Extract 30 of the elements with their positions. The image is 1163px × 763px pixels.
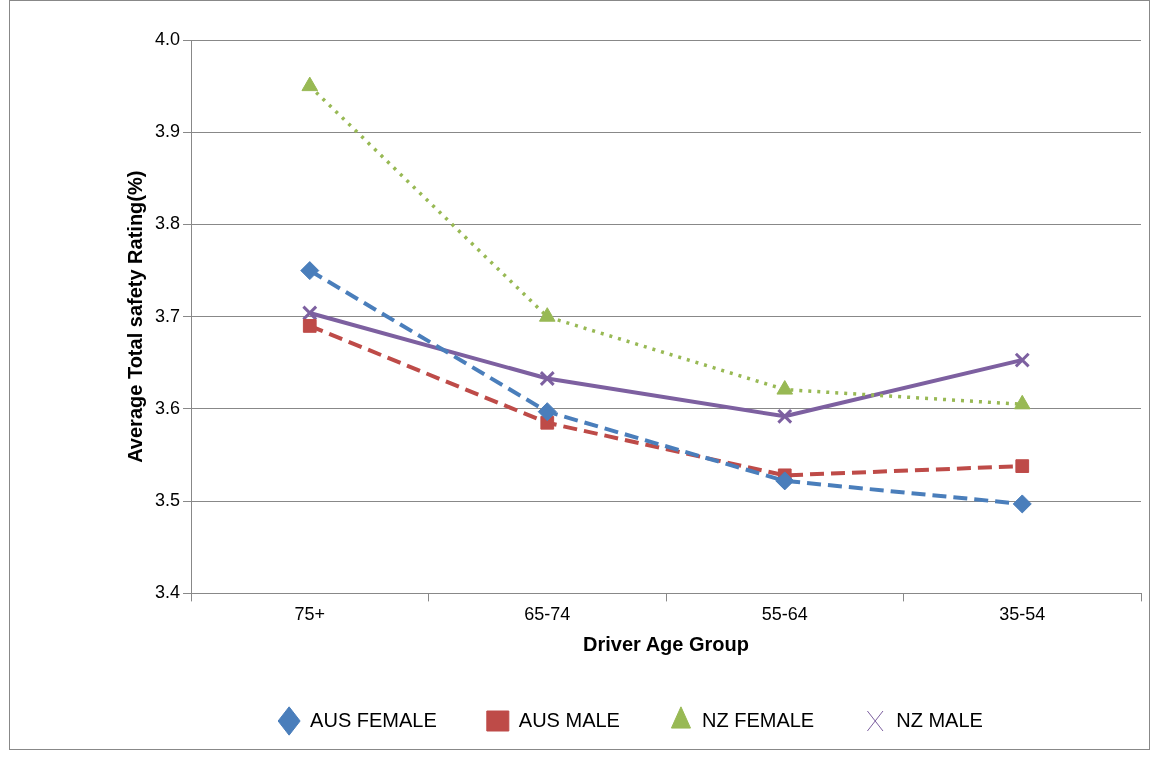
point [775, 471, 795, 491]
y-tick-label: 3.9 [154, 121, 181, 142]
point [538, 307, 556, 322]
y-axis-title: Average Total safety Rating(%) [123, 170, 146, 463]
point [302, 319, 317, 333]
y-tick-label: 4.0 [154, 28, 181, 49]
point [539, 370, 556, 387]
point [300, 261, 320, 281]
legend-label: AUS MALE [518, 708, 620, 731]
legend-label: NZ FEMALE [701, 708, 815, 731]
y-tick-label: 3.7 [154, 305, 181, 326]
x-axis-title: Driver Age Group [583, 632, 749, 655]
point [1012, 494, 1032, 514]
x-tick-label: 35-54 [999, 604, 1046, 625]
point [1014, 352, 1031, 368]
y-tick-label: 3.8 [154, 213, 181, 234]
y-tick-label: 3.6 [154, 397, 181, 418]
legend-label: NZ MALE [896, 708, 983, 731]
x-tick-label: 65-74 [524, 604, 571, 625]
x-tick-label: 55-64 [761, 604, 808, 625]
point [1015, 459, 1030, 473]
y-tick-label: 3.4 [154, 582, 181, 603]
y-tick-label: 3.5 [154, 490, 181, 511]
point [776, 408, 793, 425]
x-tick-label: 75+ [294, 604, 326, 625]
point [301, 305, 318, 321]
legend-label: AUS FEMALE [310, 708, 437, 731]
point [301, 76, 319, 92]
point [537, 402, 557, 422]
point [776, 380, 794, 395]
